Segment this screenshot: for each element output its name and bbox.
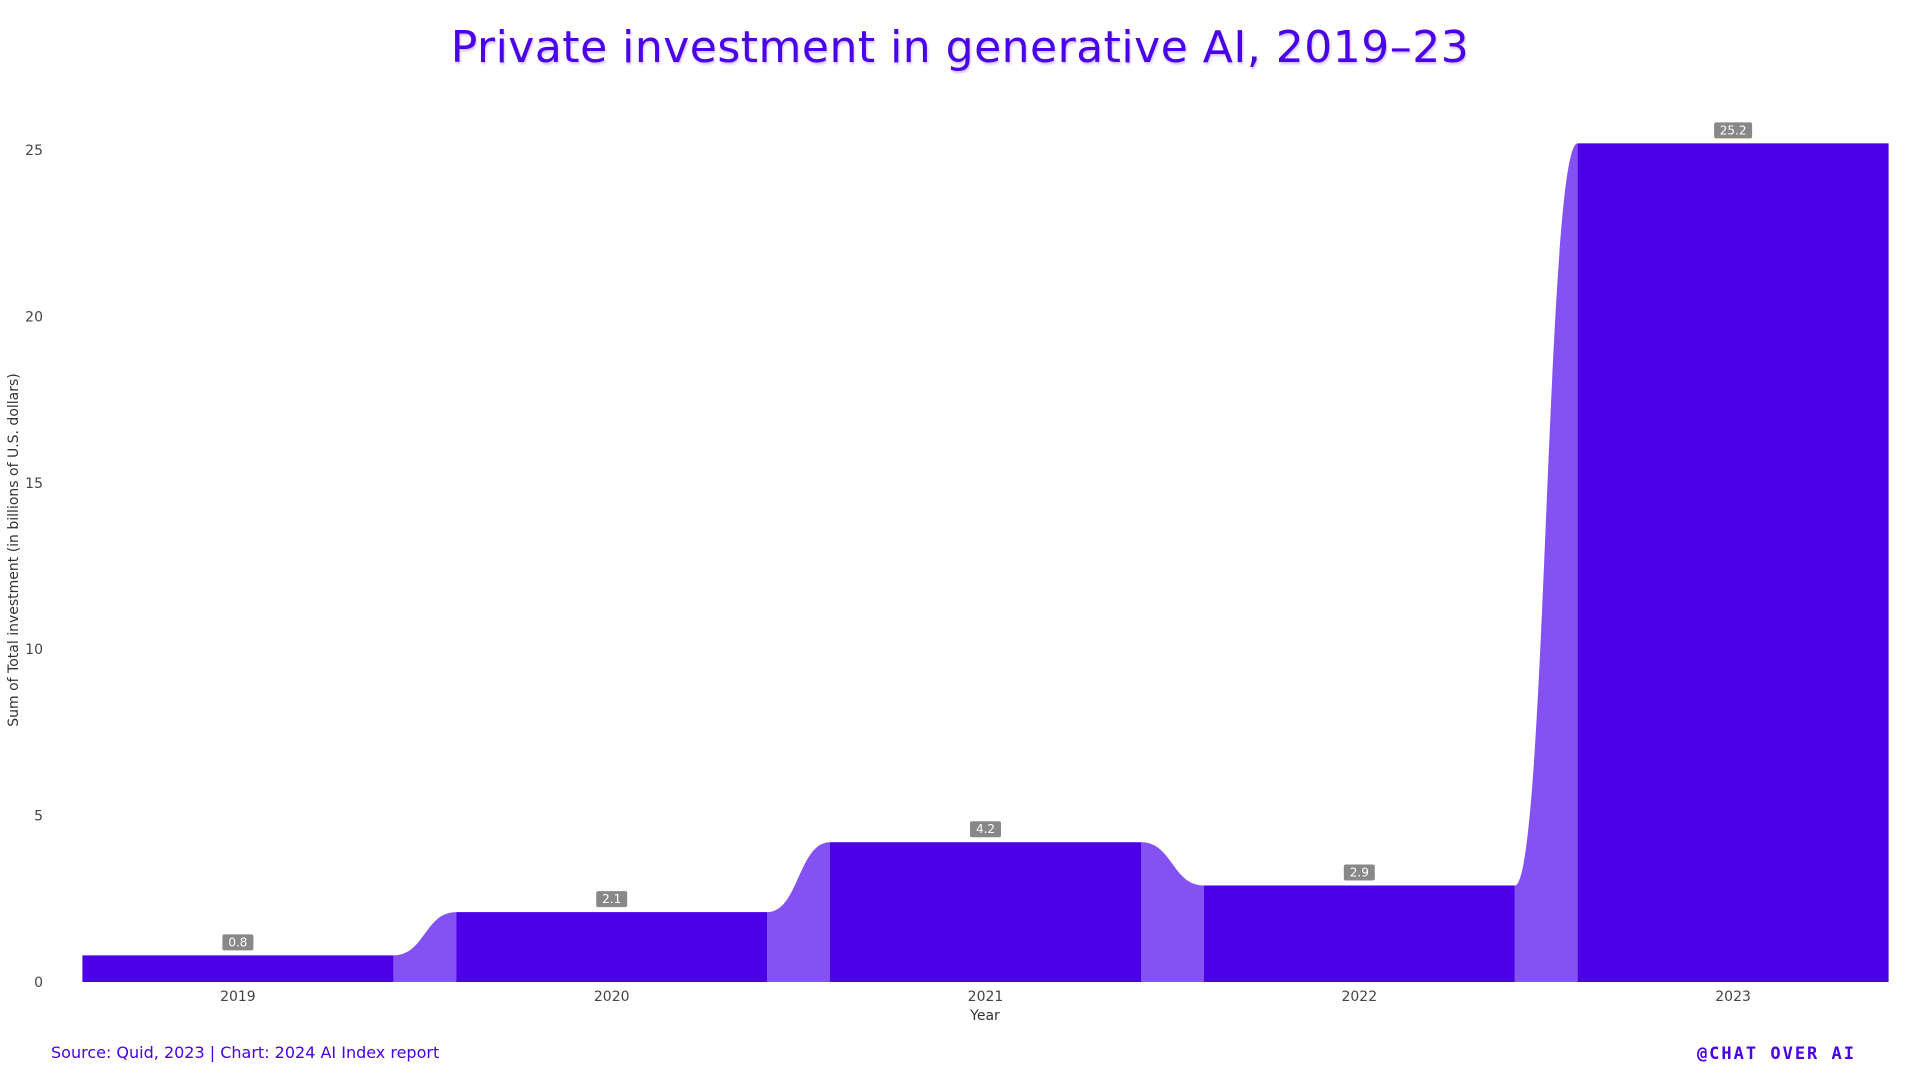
connector-layer (393, 143, 1578, 982)
data-label-2021: 4.2 (970, 821, 1001, 838)
source-note: Source: Quid, 2023 | Chart: 2024 AI Inde… (51, 1043, 440, 1062)
y-axis-title: Sum of Total investment (in billions of … (6, 373, 22, 727)
bar-2020 (456, 912, 768, 982)
data-label-text: 4.2 (976, 822, 995, 836)
bar-2019 (82, 955, 394, 982)
brand-logo: @CHAT OVER AI (1696, 1044, 1856, 1064)
connector-ribbon-2021-2022 (1141, 842, 1204, 982)
y-tick-label: 15 (25, 476, 43, 492)
data-labels-layer: 0.8 2.1 4.2 2.9 25.2 (222, 122, 1753, 951)
data-label-2020: 2.1 (596, 891, 628, 908)
data-label-text: 2.1 (602, 892, 621, 906)
data-label-background (1714, 122, 1753, 139)
bar-2022 (1203, 885, 1515, 982)
x-tick-label: 2023 (1715, 989, 1751, 1005)
connector-ribbon-2022-2023 (1514, 143, 1578, 982)
x-tick-label: 2020 (594, 989, 630, 1005)
y-axis-ticks: 0 5 10 15 20 25 (25, 143, 43, 991)
data-label-text: 25.2 (1720, 123, 1747, 137)
data-label-text: 0.8 (228, 935, 247, 949)
data-label-2022: 2.9 (1343, 864, 1375, 881)
x-axis-ticks: 2019 2020 2021 2022 2023 (220, 989, 1751, 1005)
data-label-background (1343, 864, 1375, 881)
chart-title: Private investment in generative AI, 201… (450, 22, 1470, 73)
connector-ribbon-2020-2021 (767, 842, 830, 982)
data-label-2023: 25.2 (1714, 122, 1753, 139)
y-tick-label: 20 (25, 309, 43, 325)
y-tick-label: 0 (34, 975, 43, 991)
x-tick-label: 2022 (1341, 989, 1377, 1005)
x-axis-title: Year (969, 1008, 1000, 1024)
bar-2023 (1577, 143, 1889, 982)
data-label-background (970, 821, 1001, 838)
bar-2021 (830, 842, 1141, 982)
y-tick-label: 25 (25, 143, 43, 159)
data-label-2019: 0.8 (222, 934, 254, 951)
y-tick-label: 5 (34, 809, 43, 825)
x-tick-label: 2019 (220, 989, 256, 1005)
bars-layer (82, 143, 1889, 982)
data-label-background (222, 934, 254, 951)
y-tick-label: 10 (25, 642, 43, 658)
data-label-text: 2.9 (1350, 865, 1369, 879)
connector-ribbon-2019-2020 (393, 912, 457, 982)
data-label-background (596, 891, 628, 908)
x-tick-label: 2021 (968, 989, 1004, 1005)
